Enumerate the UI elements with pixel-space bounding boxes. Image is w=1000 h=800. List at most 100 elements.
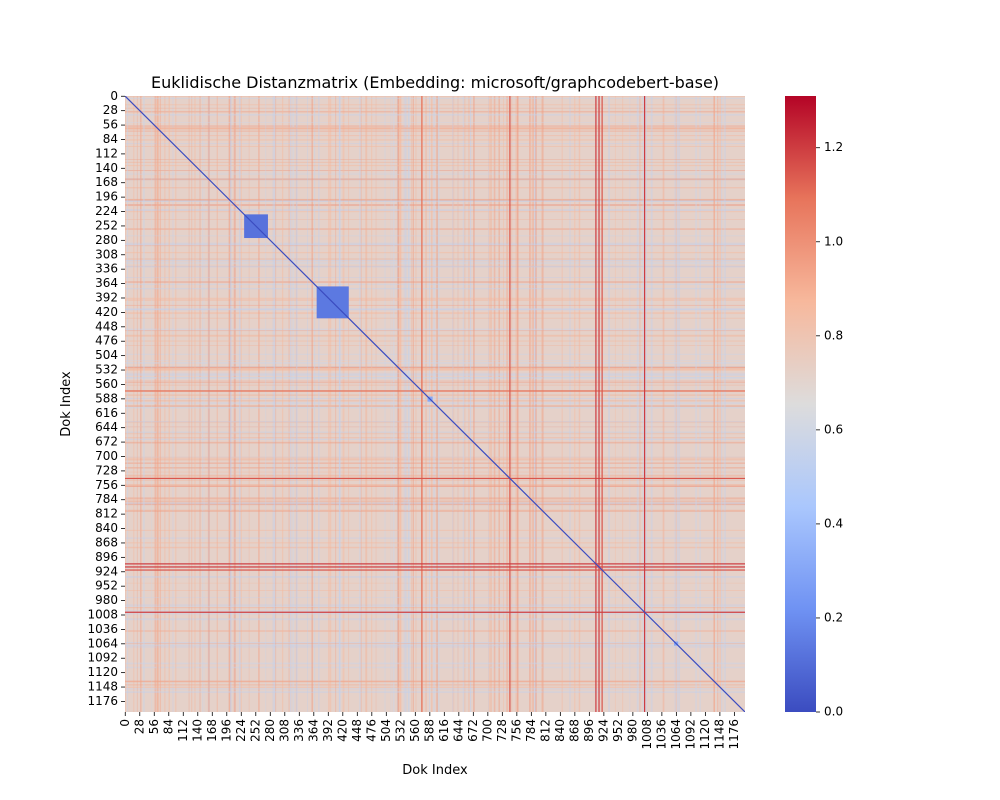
texture-column [292,96,295,712]
texture-column [431,96,433,712]
texture-row [125,242,745,244]
texture-column [207,96,210,712]
texture-column [240,96,242,712]
texture-row [125,114,745,116]
y-tick-label: 1176 [87,694,118,708]
texture-column [412,96,414,712]
texture-column [452,96,454,712]
high-distance-column [595,96,597,712]
texture-column [468,96,470,712]
texture-row [125,529,745,531]
texture-row [125,467,745,469]
texture-column [695,96,697,712]
texture-column [127,96,129,712]
texture-row [125,691,745,693]
x-tick-label: 84 [161,719,175,734]
texture-column [488,96,489,712]
texture-column [399,96,402,712]
texture-column [542,96,544,712]
y-tick-label: 56 [103,118,118,132]
texture-row [125,345,745,346]
texture-row [125,281,745,283]
texture-column [488,96,491,712]
texture-row [125,376,745,379]
texture-row [125,406,745,409]
texture-row [125,502,745,505]
colorbar-tick-label: 0.0 [824,705,843,719]
texture-row [125,644,745,647]
texture-row [125,228,745,230]
y-tick-label: 700 [95,449,118,463]
heatmap-matrix [125,96,745,712]
texture-row [125,537,745,539]
texture-row [125,198,745,201]
y-tick-label: 0 [110,89,118,103]
texture-column [360,96,362,712]
texture-row [125,630,745,632]
x-tick-label: 56 [147,719,161,734]
texture-column [724,96,726,712]
texture-column [639,96,641,712]
texture-column [608,96,610,712]
x-tick-label: 392 [321,719,335,742]
texture-column [140,96,142,712]
x-tick-label: 1092 [683,719,697,750]
texture-row [125,426,745,428]
y-tick-label: 868 [95,535,118,549]
x-tick-label: 896 [582,719,596,742]
y-tick-label: 1064 [87,636,118,650]
texture-row [125,680,745,683]
y-tick-label: 308 [95,247,118,261]
y-tick-label: 616 [95,406,118,420]
texture-row [125,382,745,384]
texture-row [125,368,745,371]
texture-column [199,96,201,712]
texture-row [125,646,745,648]
texture-column [719,96,721,712]
texture-row [125,510,745,512]
texture-row [125,542,745,544]
y-tick-label: 812 [95,507,118,521]
texture-column [311,96,314,712]
texture-row [125,328,745,331]
y-tick-label: 924 [95,564,118,578]
texture-column [473,96,475,712]
x-tick-label: 672 [466,719,480,742]
texture-column [677,96,679,712]
texture-row [125,308,745,310]
texture-row [125,458,745,461]
texture-column [723,96,725,712]
texture-column [638,96,640,712]
texture-row [125,360,745,361]
texture-row [125,479,745,481]
texture-column [674,96,677,712]
y-tick-label: 112 [95,146,118,160]
texture-column [342,96,345,712]
y-tick-label: 84 [103,132,118,146]
texture-column [203,96,205,712]
texture-row [125,662,745,665]
x-tick-label: 1176 [727,719,741,750]
texture-column [154,96,157,712]
texture-row [125,498,745,500]
x-tick-label: 700 [480,719,494,742]
y-tick-label: 28 [103,103,118,117]
texture-column [175,96,177,712]
texture-row [125,200,745,202]
y-tick-label: 840 [95,521,118,535]
texture-row [125,643,745,644]
texture-column [699,96,701,712]
x-tick-label: 308 [277,719,291,742]
y-tick-label: 224 [95,204,118,218]
x-tick-label: 644 [451,719,465,742]
texture-row [125,204,745,207]
texture-column [679,96,681,712]
texture-row [125,243,745,246]
texture-row [125,546,745,549]
texture-column [407,96,409,712]
y-tick-label: 756 [95,478,118,492]
texture-row [125,597,745,598]
texture-column [437,96,440,712]
texture-row [125,96,745,97]
